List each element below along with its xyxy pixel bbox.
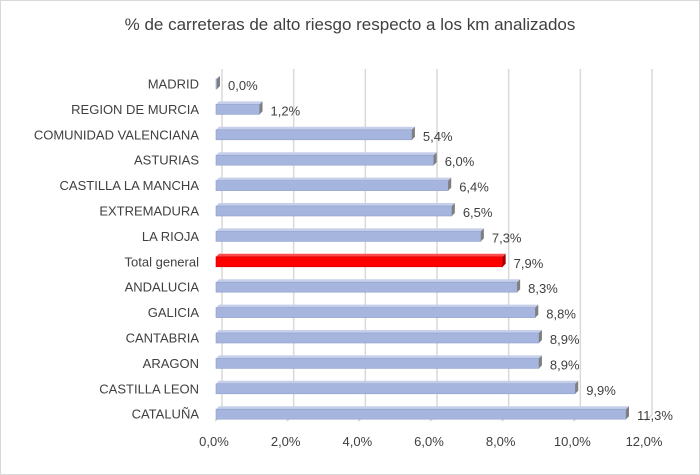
chart-title: % de carreteras de alto riesgo respecto … — [124, 15, 576, 34]
bar — [215, 104, 260, 115]
bar-end — [480, 228, 484, 242]
bar — [215, 256, 503, 268]
bar — [215, 231, 482, 242]
bar-top — [216, 406, 629, 410]
bar-end — [411, 126, 415, 140]
bar-end — [451, 203, 455, 216]
category-label: ASTURIAS — [134, 153, 199, 168]
data-label: 0,0% — [228, 78, 258, 93]
data-label: 8,9% — [550, 332, 580, 347]
category-label: CASTILLA LEON — [99, 381, 199, 396]
category-label: CASTILLA LA MANCHA — [60, 178, 200, 193]
bar-end — [259, 101, 263, 115]
category-label: GALICIA — [148, 305, 200, 320]
bar-top — [216, 101, 263, 105]
x-tick-label: 10,0% — [554, 434, 591, 449]
bar — [215, 281, 518, 293]
data-label: 6,0% — [445, 154, 475, 169]
category-label: COMUNIDAD VALENCIANA — [34, 127, 200, 142]
bar-end — [217, 76, 220, 89]
gridline-floor — [644, 414, 653, 422]
bar-top — [216, 126, 415, 130]
data-label: 11,3% — [637, 408, 673, 423]
bar — [215, 358, 540, 369]
data-label: 8,3% — [528, 281, 558, 296]
bar-top — [216, 228, 484, 232]
x-tick-label: 8,0% — [486, 434, 516, 449]
category-label: EXTREMADURA — [99, 204, 199, 219]
bar-top — [216, 380, 579, 384]
bar — [215, 307, 536, 318]
bar-top — [216, 279, 521, 283]
bar-end — [538, 330, 542, 343]
bar-end — [502, 253, 506, 267]
category-label: LA RIOJA — [142, 229, 199, 244]
category-label: ARAGON — [143, 356, 199, 371]
data-label: 5,4% — [423, 129, 453, 144]
bar — [215, 129, 413, 141]
category-label: CATALUÑA — [132, 407, 200, 422]
bar-end — [535, 304, 539, 318]
bar-end — [517, 279, 521, 293]
data-label: 7,9% — [514, 256, 544, 271]
bar-end — [626, 406, 629, 420]
x-tick-label: 12,0% — [626, 434, 663, 449]
bar — [215, 408, 627, 420]
bar — [215, 205, 453, 217]
bar-top — [216, 253, 506, 257]
x-tick-label: 6,0% — [414, 434, 444, 449]
bar-top — [216, 152, 437, 156]
data-label: 6,4% — [459, 180, 489, 195]
data-label: 8,9% — [550, 357, 580, 372]
data-label: 1,2% — [271, 103, 301, 118]
bar — [215, 154, 434, 166]
data-label: 6,5% — [463, 205, 493, 220]
x-tick-label: 2,0% — [271, 434, 301, 449]
bar-top — [216, 304, 539, 308]
category-label: CANTABRIA — [126, 331, 200, 346]
category-label: Total general — [125, 254, 200, 269]
bar — [215, 383, 576, 395]
bar-end — [448, 177, 452, 191]
category-label: REGION DE MURCIA — [71, 102, 199, 117]
bar-top — [216, 203, 455, 206]
bar-end — [433, 152, 437, 166]
bar-top — [216, 355, 542, 359]
bar — [215, 78, 218, 90]
category-label: MADRID — [148, 77, 199, 92]
x-tick-label: 0,0% — [199, 434, 229, 449]
data-label: 8,8% — [546, 307, 576, 322]
bar-top — [216, 76, 220, 79]
bar-end — [538, 355, 542, 369]
data-label: 9,9% — [586, 383, 616, 398]
x-tick-label: 4,0% — [343, 434, 373, 449]
bar — [215, 332, 540, 344]
bar-top — [216, 177, 452, 181]
bar-end — [575, 380, 579, 394]
bar-top — [216, 330, 542, 333]
bar — [215, 180, 449, 191]
category-label: ANDALUCIA — [125, 280, 200, 295]
data-label: 7,3% — [492, 230, 522, 245]
